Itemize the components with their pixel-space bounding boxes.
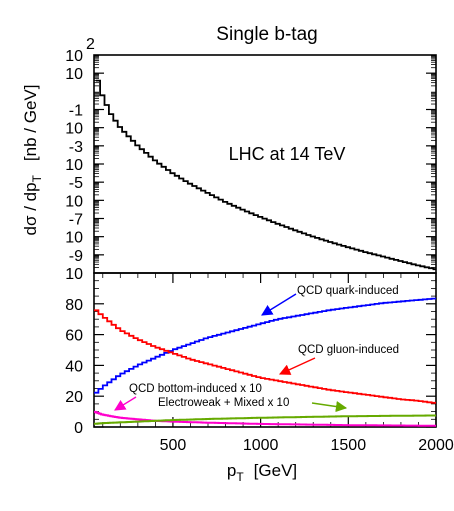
ratio-series-line	[94, 414, 436, 425]
energy-annotation: LHC at 14 TeV	[229, 144, 346, 164]
arrow-quark	[261, 293, 297, 316]
x-axis-label-main: p	[227, 461, 236, 480]
main-y-tick-exponent: -3	[69, 139, 83, 156]
main-panel-frame	[93, 54, 437, 274]
main-series	[95, 79, 436, 271]
main-y-tick-exponent: -7	[69, 212, 83, 229]
main-series-line	[95, 79, 436, 271]
main-y-tick-exponent: 2	[86, 36, 95, 53]
legend-gluon: QCD gluon-induced	[298, 344, 399, 356]
ratio-x-tick-label: 500	[160, 437, 187, 454]
arrow-electroweak	[311, 400, 348, 413]
legend-bottom: QCD bottom-induced x 10	[129, 383, 262, 395]
arrow-bottom	[114, 396, 137, 411]
ratio-x-ticks: 500 1000 1500 2000	[102, 273, 454, 454]
ratio-x-tick-label: 1500	[331, 437, 367, 454]
x-axis-label: pT [GeV]	[227, 461, 297, 484]
ratio-series-line	[94, 410, 436, 427]
ratio-y-tick-label: 20	[65, 389, 83, 406]
main-y-tick-exponent: -1	[69, 103, 83, 120]
ratio-x-tick-label: 1000	[243, 437, 279, 454]
ratio-series-line	[94, 309, 436, 404]
ratio-y-tick-label: 0	[74, 420, 83, 437]
main-y-tick-label: 10	[65, 48, 83, 65]
main-y-tick-label: 10	[65, 193, 83, 210]
main-y-tick-label: 10	[65, 157, 83, 174]
main-y-tick-label: 10	[65, 121, 83, 138]
arrow-gluon	[278, 357, 316, 375]
ratio-series-line	[94, 297, 436, 394]
main-y-tick-label: 10	[65, 230, 83, 247]
chart-title: Single b-tag	[216, 24, 317, 45]
y-axis-label-main: dσ / dp	[21, 182, 40, 235]
y-axis-label-units: [nb / GeV]	[21, 85, 40, 162]
ratio-y-tick-label: 60	[65, 328, 83, 345]
ratio-panel: 0 20 40 60 80 500 1000 1500 2000 QCD quark-indu…	[65, 272, 454, 454]
y-axis-label-sub: T	[30, 174, 44, 182]
ratio-y-tick-label: 40	[65, 358, 83, 375]
legend-electroweak: Electroweak + Mixed x 10	[158, 397, 289, 409]
main-y-tick-exponent: -9	[69, 248, 83, 265]
ratio-y-tick-label: 80	[65, 297, 83, 314]
x-axis-label-units: [GeV]	[254, 461, 297, 480]
ratio-series	[94, 297, 436, 427]
main-y-tick-exponent: -5	[69, 175, 83, 192]
main-y-tick-label: 10	[65, 266, 83, 283]
y-axis-label: dσ / dpT [nb / GeV]	[21, 85, 44, 236]
ratio-x-tick-label: 2000	[418, 437, 454, 454]
main-y-tick-label: 10	[65, 66, 83, 83]
legend-quark: QCD quark-induced	[297, 285, 399, 297]
x-axis-label-sub: T	[236, 470, 244, 484]
